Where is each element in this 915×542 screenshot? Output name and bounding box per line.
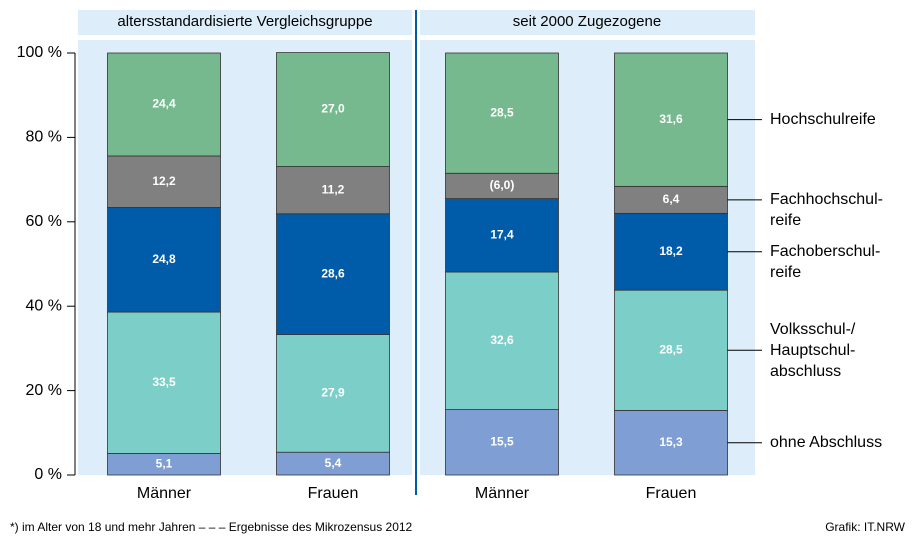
value-label: 28,5 [490, 105, 514, 119]
value-label: 24,4 [152, 97, 176, 111]
value-label: 28,5 [659, 342, 683, 356]
bar-segment [107, 52, 221, 157]
bar-segment [445, 409, 559, 476]
bar-segment [445, 271, 559, 410]
group-label: seit 2000 Zugezogene [513, 13, 661, 30]
y-tick-label: 80 % [26, 129, 62, 146]
source: Grafik: IT.NRW [825, 520, 905, 534]
bar-segment [276, 52, 390, 167]
legend-label: Hochschulreife [770, 111, 876, 129]
value-label: 17,4 [490, 227, 514, 241]
value-label: 11,2 [322, 182, 345, 196]
value-label: (6,0) [490, 178, 515, 192]
value-label: 6,4 [663, 192, 680, 206]
bar-segment [276, 334, 390, 453]
bar-segment [445, 52, 559, 174]
bar-segment [614, 185, 728, 214]
bar-segment [445, 198, 559, 273]
bar-segment [614, 212, 728, 291]
value-label: 33,5 [152, 375, 176, 389]
y-tick-label: 40 % [26, 297, 62, 314]
x-tick-label: Männer [475, 485, 530, 502]
y-tick-label: 0 % [34, 466, 62, 483]
y-tick-label: 20 % [26, 382, 62, 399]
x-tick-label: Frauen [308, 485, 359, 502]
legend-label: Fachhochschul- reife [770, 191, 883, 230]
bar-segment [107, 311, 221, 454]
y-tick-label: 100 % [17, 44, 62, 61]
value-label: 5,1 [156, 456, 173, 470]
x-tick-label: Frauen [646, 485, 697, 502]
bar-segment [614, 52, 728, 187]
group-header-bg [420, 10, 755, 35]
y-tick-label: 60 % [26, 213, 62, 230]
legend-label: ohne Abschluss [770, 434, 883, 452]
value-label: 12,2 [152, 174, 176, 188]
value-label: 28,6 [321, 266, 345, 280]
bar-segment [614, 289, 728, 411]
value-label: 15,5 [490, 434, 514, 448]
x-tick-label: Männer [137, 485, 192, 502]
bar-segment [276, 213, 390, 335]
bar-segment [276, 166, 390, 215]
value-label: 31,6 [659, 112, 683, 126]
group-label: altersstandardisierte Vergleichsgruppe [117, 13, 372, 30]
bar-segment [107, 207, 221, 313]
value-label: 5,4 [325, 456, 342, 470]
value-label: 27,0 [321, 102, 345, 116]
value-label: 18,2 [659, 244, 683, 258]
bar-segment [107, 155, 221, 208]
bar-segment [614, 410, 728, 476]
legend-label: Volksschul-/ Hauptschul- abschluss [770, 320, 856, 380]
footnote: *) im Alter von 18 und mehr Jahren – – –… [10, 520, 413, 534]
value-label: 15,3 [659, 435, 683, 449]
value-label: 32,6 [490, 333, 514, 347]
legend-label: Fachoberschul- reife [770, 243, 881, 282]
value-label: 27,9 [321, 386, 345, 400]
value-label: 24,8 [152, 252, 176, 266]
bar-segment [445, 172, 559, 199]
group-header-bg [78, 10, 412, 35]
